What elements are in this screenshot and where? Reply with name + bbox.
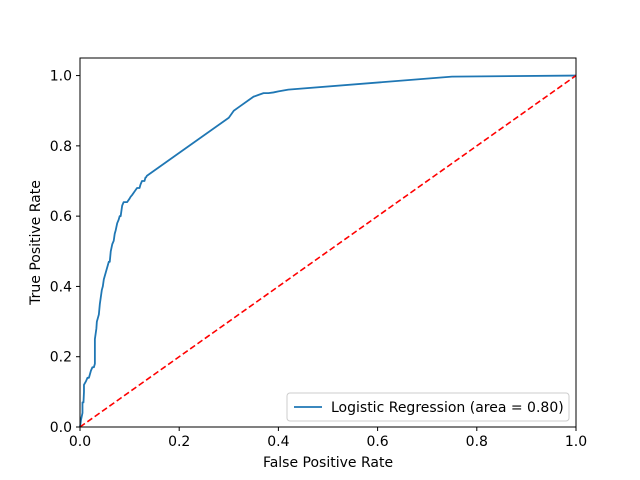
x-axis-label: False Positive Rate: [263, 455, 393, 471]
y-axis-ticks: 0.0 0.2 0.4 0.6 0.8 1.0: [50, 69, 80, 436]
x-tick-label: 0.6: [366, 434, 388, 450]
x-tick-label: 0.2: [168, 434, 190, 450]
x-axis-ticks: 0.0 0.2 0.4 0.6 0.8 1.0: [69, 427, 587, 450]
y-tick-label: 0.8: [50, 139, 72, 155]
y-tick-label: 0.0: [50, 420, 72, 436]
y-tick-label: 0.6: [50, 209, 72, 225]
axes-frame: [79, 57, 577, 428]
plot-area: [80, 58, 576, 427]
y-tick-label: 0.4: [50, 279, 72, 295]
series-layer: [79, 74, 577, 428]
legend: Logistic Regression (area = 0.80): [286, 392, 570, 422]
x-tick-label: 1.0: [565, 434, 587, 450]
legend-box: [286, 392, 570, 422]
x-tick-label: 0.0: [69, 434, 91, 450]
y-tick-label: 0.2: [50, 350, 72, 366]
x-tick-label: 0.8: [466, 434, 488, 450]
y-tick-label: 1.0: [50, 69, 72, 85]
y-axis-label: True Positive Rate: [28, 180, 44, 306]
diagonal-reference-line: [79, 74, 577, 428]
roc-curve-line: [79, 74, 577, 428]
x-tick-label: 0.4: [267, 434, 289, 450]
legend-label-logistic-regression: Logistic Regression (area = 0.80): [331, 400, 564, 416]
